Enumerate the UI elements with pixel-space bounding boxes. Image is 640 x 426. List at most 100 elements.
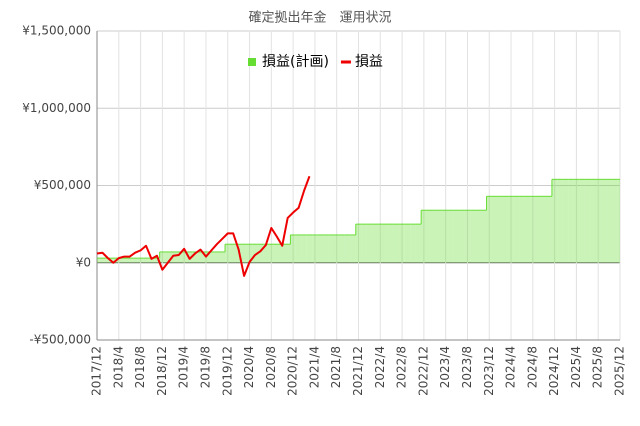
y-tick-label: ¥1,000,000	[22, 101, 91, 115]
plan-area	[546, 196, 552, 263]
plan-area	[274, 244, 280, 263]
plan-area	[197, 251, 204, 263]
plan-area	[339, 234, 345, 263]
plan-area	[595, 179, 601, 263]
x-tick-label: 2019/12	[220, 346, 234, 396]
plan-area	[99, 258, 106, 263]
plan-area	[295, 234, 302, 263]
plan-area	[535, 196, 542, 263]
plan-area	[530, 196, 536, 263]
plan-area	[328, 234, 334, 263]
plan-area	[464, 210, 471, 263]
x-tick-label: 2023/8	[460, 346, 474, 388]
x-tick-label: 2020/4	[242, 346, 256, 388]
plan-area	[126, 258, 133, 263]
x-tick-label: 2025/12	[613, 346, 627, 396]
x-tick-label: 2021/4	[307, 346, 321, 388]
plan-area	[486, 196, 492, 263]
plan-area	[301, 234, 307, 263]
plan-area	[219, 251, 226, 263]
plan-area	[279, 244, 285, 263]
x-tick-label: 2021/8	[329, 346, 343, 388]
x-tick-label: 2025/8	[591, 346, 605, 388]
plan-area	[105, 258, 111, 263]
x-tick-label: 2021/12	[351, 346, 365, 396]
plan-area	[284, 244, 291, 263]
plan-area	[230, 244, 236, 263]
plan-area	[312, 234, 318, 263]
x-tick-label: 2022/4	[373, 346, 387, 388]
x-tick-label: 2017/12	[90, 346, 104, 396]
plan-area	[491, 196, 498, 263]
x-tick-label: 2019/8	[198, 346, 212, 388]
plan-area	[508, 196, 514, 263]
plan-area	[590, 179, 596, 263]
plan-area	[350, 234, 356, 263]
plan-area	[442, 210, 449, 263]
plan-area	[148, 258, 155, 263]
plan-area	[524, 196, 531, 263]
plan-area	[377, 224, 384, 263]
plan-area	[404, 224, 411, 263]
plan-area	[481, 210, 487, 263]
plan-area	[252, 244, 258, 263]
plan-area	[159, 251, 166, 263]
plan-area	[208, 251, 215, 263]
plan-area	[573, 179, 580, 263]
plan-area	[611, 179, 618, 263]
plan-area	[568, 179, 574, 263]
plan-area	[257, 244, 264, 263]
plan-area	[241, 244, 247, 263]
plan-area	[562, 179, 569, 263]
x-tick-label: 2022/12	[416, 346, 430, 396]
plan-area	[175, 251, 182, 263]
chart-title: 確定拠出年金 運用状況	[248, 10, 391, 26]
plan-area	[290, 234, 296, 263]
x-tick-label: 2020/8	[264, 346, 278, 388]
plan-area	[519, 196, 525, 263]
plan-area	[502, 196, 509, 263]
x-tick-label: 2020/12	[286, 346, 300, 396]
plan-area	[551, 179, 558, 263]
plan-area	[361, 224, 367, 263]
plan-area	[181, 251, 187, 263]
plan-area	[214, 251, 220, 263]
plan-area	[426, 210, 433, 263]
x-tick-label: 2018/8	[133, 346, 147, 388]
plan-area	[459, 210, 465, 263]
x-tick-label: 2022/8	[395, 346, 409, 388]
plan-area	[399, 224, 405, 263]
plan-area	[165, 251, 171, 263]
y-tick-label: ¥1,500,000	[22, 24, 91, 38]
x-tick-label: 2025/4	[569, 346, 583, 388]
plan-area	[333, 234, 340, 263]
plan-area	[110, 258, 117, 263]
y-tick-label: -¥500,000	[29, 333, 91, 347]
legend-swatch	[248, 58, 256, 66]
x-tick-label: 2024/12	[547, 346, 561, 396]
plan-area	[557, 179, 563, 263]
plan-area	[355, 224, 362, 263]
legend-label: 損益	[355, 54, 383, 70]
plan-area	[415, 224, 422, 263]
plan-area	[606, 179, 612, 263]
plan-area	[393, 224, 400, 263]
plan-area	[132, 258, 138, 263]
plan-area	[421, 210, 427, 263]
plan-area	[154, 258, 160, 263]
plan-area	[137, 258, 144, 263]
plan-area	[97, 258, 100, 263]
plan-area	[541, 196, 547, 263]
plan-area	[263, 244, 269, 263]
x-tick-label: 2023/4	[438, 346, 452, 388]
plan-area	[225, 244, 231, 263]
legend-label: 損益(計画)	[262, 54, 329, 70]
plan-area	[344, 234, 351, 263]
plan-area	[323, 234, 329, 263]
plan-area	[448, 210, 454, 263]
y-tick-label: ¥500,000	[34, 178, 91, 192]
plan-area	[317, 234, 324, 263]
plan-area	[388, 224, 394, 263]
plan-area	[143, 258, 149, 263]
